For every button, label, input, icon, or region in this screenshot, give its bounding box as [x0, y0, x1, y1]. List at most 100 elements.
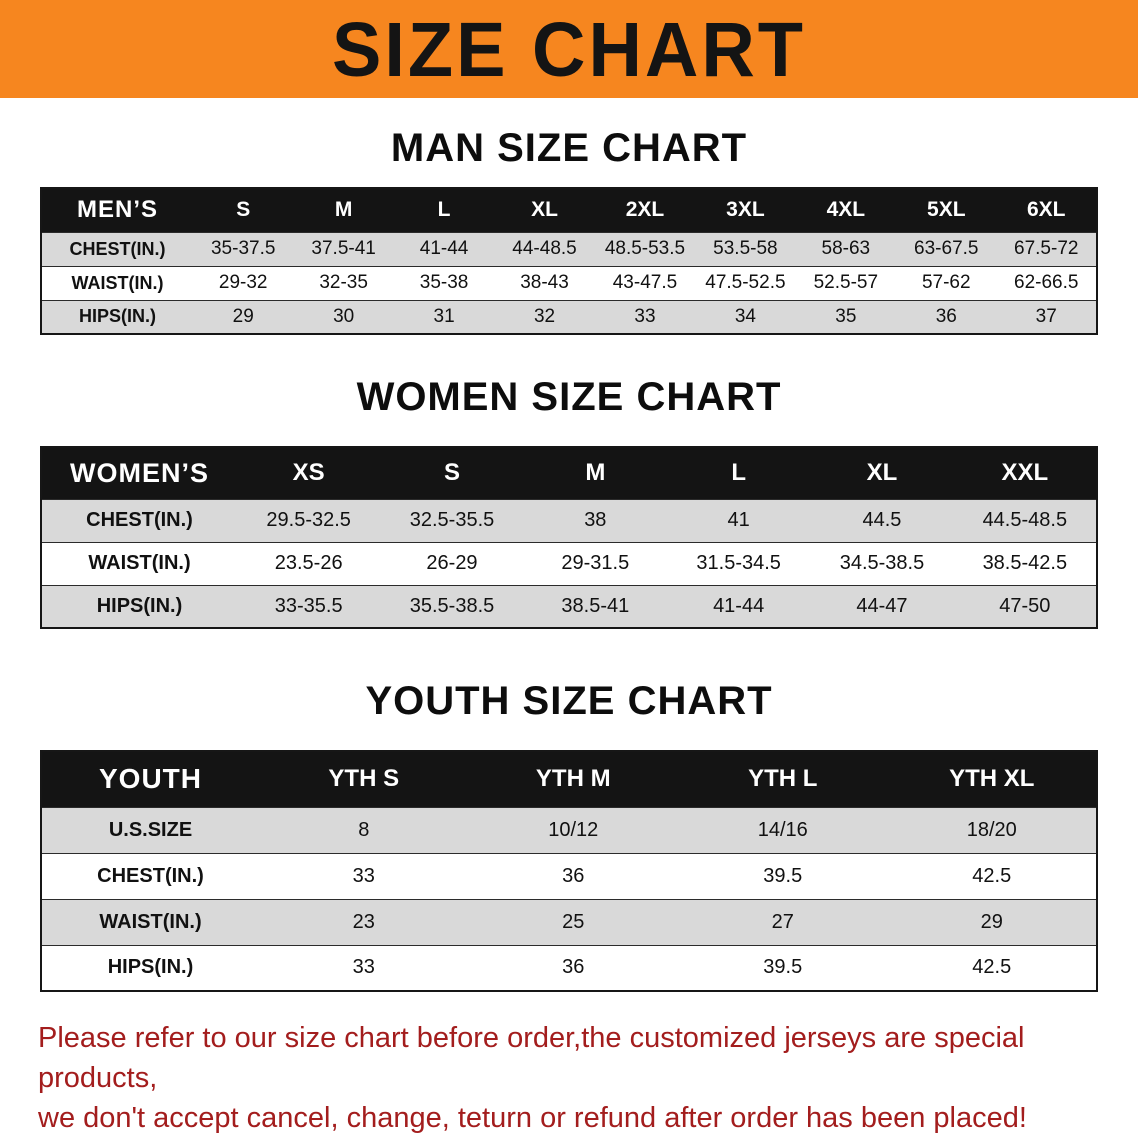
size-value-cell: 53.5-58	[695, 231, 796, 266]
table-header-label: YOUTH	[41, 751, 259, 807]
table-header-label: WOMEN’S	[41, 447, 237, 499]
size-value-cell: 33	[594, 299, 696, 334]
table-row: HIPS(IN.) 33-35.5 35.5-38.5 38.5-41 41-44 44-…	[41, 584, 1097, 628]
size-value-cell: 18/20	[887, 806, 1097, 853]
youth-size-chart-section: YOUTH SIZE CHART YOUTH YTH S YTH M YTH L YTH …	[0, 679, 1138, 992]
size-column-header: L	[393, 188, 495, 232]
size-value-cell: 47-50	[953, 584, 1097, 628]
size-value-cell: 35-37.5	[193, 231, 294, 266]
size-value-cell: 41-44	[393, 231, 495, 266]
size-value-cell: 27	[678, 898, 888, 945]
size-column-header: M	[293, 188, 394, 232]
row-label: HIPS(IN.)	[41, 584, 237, 628]
size-value-cell: 36	[896, 299, 997, 334]
table-header-row: YOUTH YTH S YTH M YTH L YTH XL	[41, 751, 1097, 807]
size-value-cell: 35-38	[393, 265, 495, 300]
table-row: CHEST(IN.) 35-37.5 37.5-41 41-44 44-48.5 48.5…	[41, 231, 1097, 266]
size-value-cell: 52.5-57	[795, 265, 897, 300]
size-value-cell: 33-35.5	[237, 584, 381, 628]
size-column-header: S	[380, 447, 524, 499]
table-header-row: MEN’S S M L XL 2XL 3XL 4XL 5XL 6XL	[41, 188, 1097, 232]
table-row: WAIST(IN.) 23.5-26 26-29 29-31.5 31.5-34.5 34…	[41, 541, 1097, 585]
disclaimer: Please refer to our size chart before or…	[0, 1018, 1138, 1138]
size-column-header: YTH M	[468, 751, 678, 807]
size-column-header: S	[193, 188, 294, 232]
table-row: WAIST(IN.) 23 25 27 29	[41, 898, 1097, 945]
size-value-cell: 39.5	[678, 852, 888, 899]
size-value-cell: 23.5-26	[237, 541, 381, 585]
size-value-cell: 38	[523, 498, 667, 542]
size-value-cell: 29	[193, 299, 294, 334]
size-value-cell: 29.5-32.5	[237, 498, 381, 542]
size-column-header: YTH L	[678, 751, 888, 807]
women-size-table: WOMEN’S XS S M L XL XXL CHEST(IN.) 29.5-32.5 32.5…	[40, 446, 1098, 629]
size-value-cell: 35	[795, 299, 897, 334]
size-value-cell: 32-35	[293, 265, 394, 300]
row-label: HIPS(IN.)	[41, 944, 259, 991]
size-value-cell: 44-48.5	[494, 231, 595, 266]
size-column-header: 5XL	[896, 188, 997, 232]
size-chart-banner: SIZE CHART	[0, 0, 1138, 98]
size-value-cell: 29-32	[193, 265, 294, 300]
row-label: CHEST(IN.)	[41, 498, 237, 542]
size-value-cell: 57-62	[896, 265, 997, 300]
size-value-cell: 42.5	[887, 944, 1097, 991]
size-column-header: 4XL	[795, 188, 897, 232]
size-value-cell: 37.5-41	[293, 231, 394, 266]
size-value-cell: 32.5-35.5	[380, 498, 524, 542]
youth-size-chart-title: YOUTH SIZE CHART	[365, 679, 773, 723]
women-size-chart-title: WOMEN SIZE CHART	[356, 375, 782, 419]
disclaimer-line-2: we don't accept cancel, change, teturn o…	[38, 1102, 1027, 1134]
table-row: CHEST(IN.) 33 36 39.5 42.5	[41, 852, 1097, 899]
row-label: CHEST(IN.)	[41, 231, 193, 266]
size-value-cell: 33	[259, 944, 469, 991]
size-value-cell: 62-66.5	[996, 265, 1097, 300]
size-value-cell: 48.5-53.5	[594, 231, 696, 266]
size-value-cell: 35.5-38.5	[380, 584, 524, 628]
size-value-cell: 29-31.5	[523, 541, 667, 585]
size-value-cell: 38.5-42.5	[953, 541, 1097, 585]
row-label: WAIST(IN.)	[41, 541, 237, 585]
row-label: CHEST(IN.)	[41, 852, 259, 899]
size-value-cell: 8	[259, 806, 469, 853]
size-value-cell: 43-47.5	[594, 265, 696, 300]
size-value-cell: 26-29	[380, 541, 524, 585]
size-column-header: 3XL	[695, 188, 796, 232]
size-value-cell: 38-43	[494, 265, 595, 300]
disclaimer-line-1: Please refer to our size chart before or…	[38, 1022, 1025, 1094]
youth-size-table: YOUTH YTH S YTH M YTH L YTH XL U.S.SIZE 8 10/12…	[40, 750, 1098, 992]
size-value-cell: 30	[293, 299, 394, 334]
size-value-cell: 31.5-34.5	[666, 541, 811, 585]
men-size-chart-section: MAN SIZE CHART MEN’S S M L XL 2XL 3XL 4XL 5XL 6XL C…	[0, 126, 1138, 335]
size-value-cell: 67.5-72	[996, 231, 1097, 266]
table-header-label: MEN’S	[41, 188, 193, 232]
size-value-cell: 41-44	[666, 584, 811, 628]
size-chart-sections: MAN SIZE CHART MEN’S S M L XL 2XL 3XL 4XL 5XL 6XL C…	[0, 126, 1138, 992]
size-value-cell: 42.5	[887, 852, 1097, 899]
men-size-table: MEN’S S M L XL 2XL 3XL 4XL 5XL 6XL CHEST(IN.) 35-37…	[40, 187, 1098, 335]
size-value-cell: 58-63	[795, 231, 897, 266]
size-value-cell: 23	[259, 898, 469, 945]
size-value-cell: 44.5	[810, 498, 954, 542]
size-value-cell: 33	[259, 852, 469, 899]
size-column-header: XXL	[953, 447, 1097, 499]
size-value-cell: 63-67.5	[896, 231, 997, 266]
size-column-header: M	[523, 447, 667, 499]
size-column-header: XL	[494, 188, 595, 232]
size-value-cell: 38.5-41	[523, 584, 667, 628]
table-row: WAIST(IN.) 29-32 32-35 35-38 38-43 43-47.5 47.…	[41, 265, 1097, 300]
size-value-cell: 47.5-52.5	[695, 265, 796, 300]
size-value-cell: 10/12	[468, 806, 678, 853]
size-column-header: 2XL	[594, 188, 696, 232]
size-column-header: YTH XL	[887, 751, 1097, 807]
size-column-header: YTH S	[259, 751, 469, 807]
table-row: HIPS(IN.) 29 30 31 32 33 34 35 36 37	[41, 299, 1097, 334]
size-value-cell: 31	[393, 299, 495, 334]
table-row: HIPS(IN.) 33 36 39.5 42.5	[41, 944, 1097, 991]
size-value-cell: 41	[666, 498, 811, 542]
size-value-cell: 36	[468, 944, 678, 991]
size-value-cell: 44.5-48.5	[953, 498, 1097, 542]
size-value-cell: 44-47	[810, 584, 954, 628]
row-label: HIPS(IN.)	[41, 299, 193, 334]
size-value-cell: 29	[887, 898, 1097, 945]
